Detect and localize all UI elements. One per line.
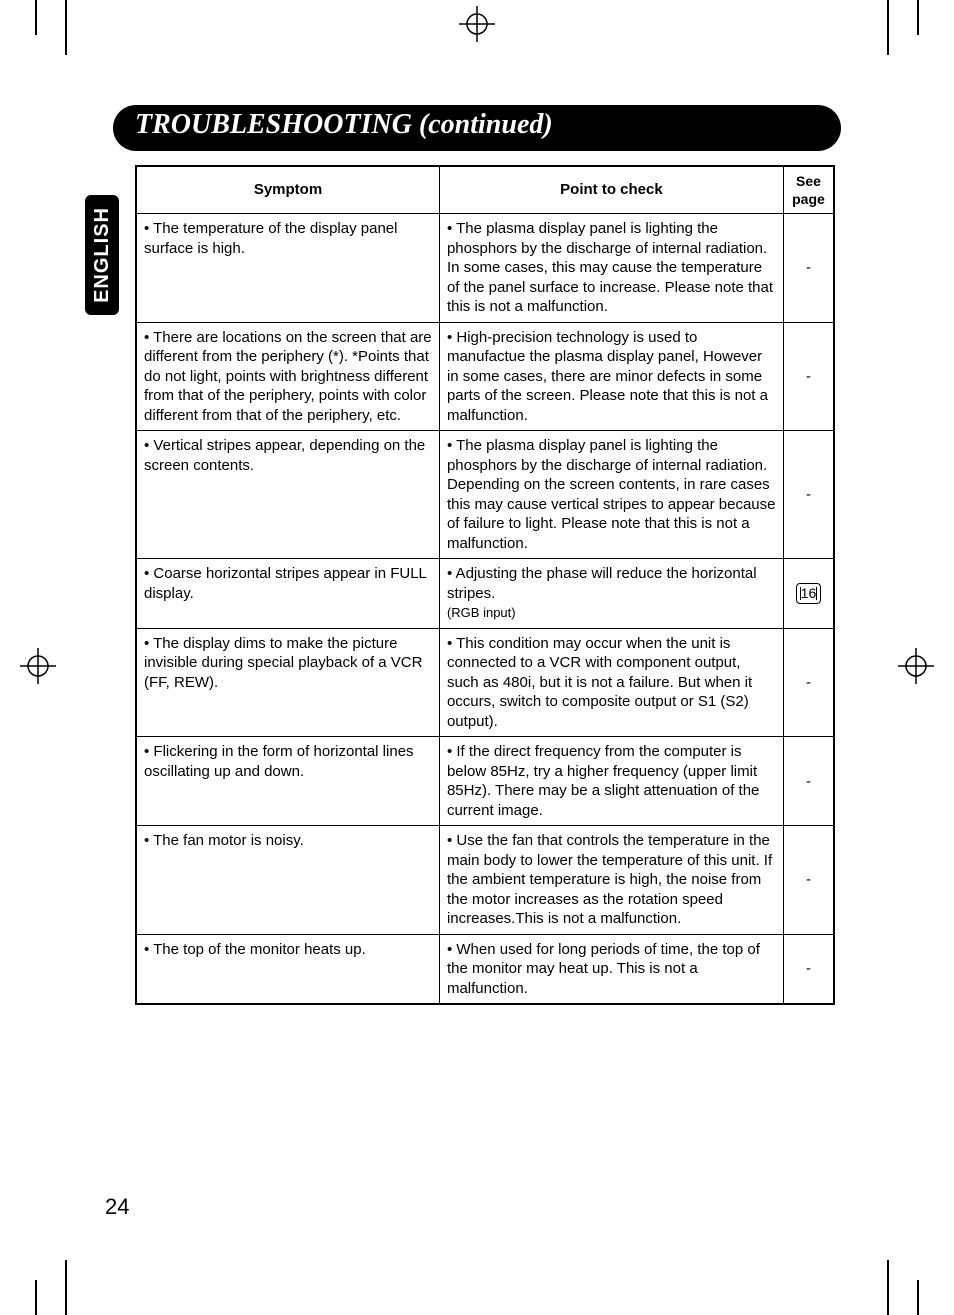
registration-mark-icon	[20, 648, 56, 684]
troubleshooting-table: Symptom Point to check See page • The te…	[135, 165, 835, 1005]
check-cell: • High-precision technology is used to m…	[439, 322, 783, 431]
registration-mark-icon	[898, 648, 934, 684]
table-row: • The temperature of the display panel s…	[136, 214, 834, 323]
col-header-check: Point to check	[439, 166, 783, 214]
manual-page: TROUBLESHOOTING (continued) ENGLISH Symp…	[0, 0, 954, 1315]
symptom-cell: • There are locations on the screen that…	[136, 322, 439, 431]
symptom-cell: • The temperature of the display panel s…	[136, 214, 439, 323]
symptom-cell: • Vertical stripes appear, depending on …	[136, 431, 439, 559]
language-tab: ENGLISH	[85, 195, 119, 315]
page-cell: -	[783, 826, 834, 935]
page-cell: 16	[783, 559, 834, 629]
check-cell: • If the direct frequency from the compu…	[439, 737, 783, 826]
page-cell: -	[783, 431, 834, 559]
symptom-cell: • The top of the monitor heats up.	[136, 934, 439, 1004]
table-row: • Coarse horizontal stripes appear in FU…	[136, 559, 834, 629]
check-cell: • Use the fan that controls the temperat…	[439, 826, 783, 935]
page-ref-icon: 16	[796, 583, 822, 603]
table-row: • There are locations on the screen that…	[136, 322, 834, 431]
symptom-cell: • Coarse horizontal stripes appear in FU…	[136, 559, 439, 629]
crop-marks-bottom	[0, 1245, 954, 1315]
page-cell: -	[783, 737, 834, 826]
check-cell: • The plasma display panel is lighting t…	[439, 431, 783, 559]
table-row: • The fan motor is noisy. • Use the fan …	[136, 826, 834, 935]
symptom-cell: • The fan motor is noisy.	[136, 826, 439, 935]
table-row: • Flickering in the form of horizontal l…	[136, 737, 834, 826]
check-text: • Adjusting the phase will reduce the ho…	[447, 565, 757, 602]
page-cell: -	[783, 628, 834, 737]
page-cell: -	[783, 322, 834, 431]
symptom-cell: • The display dims to make the picture i…	[136, 628, 439, 737]
symptom-cell: • Flickering in the form of horizontal l…	[136, 737, 439, 826]
page-cell: -	[783, 214, 834, 323]
check-cell: • The plasma display panel is lighting t…	[439, 214, 783, 323]
check-cell: • When used for long periods of time, th…	[439, 934, 783, 1004]
table-row: • The top of the monitor heats up. • Whe…	[136, 934, 834, 1004]
check-subtext: (RGB input)	[447, 605, 516, 620]
check-cell: • This condition may occur when the unit…	[439, 628, 783, 737]
section-title: TROUBLESHOOTING (continued)	[135, 109, 553, 141]
check-cell: • Adjusting the phase will reduce the ho…	[439, 559, 783, 629]
registration-mark-icon	[459, 6, 495, 42]
language-label: ENGLISH	[91, 207, 114, 303]
page-number: 24	[105, 1194, 129, 1220]
title-pill: TROUBLESHOOTING (continued)	[113, 105, 841, 151]
col-header-page: See page	[783, 166, 834, 214]
table-row: • The display dims to make the picture i…	[136, 628, 834, 737]
table-row: • Vertical stripes appear, depending on …	[136, 431, 834, 559]
col-header-symptom: Symptom	[136, 166, 439, 214]
page-cell: -	[783, 934, 834, 1004]
section-title-bar: TROUBLESHOOTING (continued)	[113, 105, 841, 151]
